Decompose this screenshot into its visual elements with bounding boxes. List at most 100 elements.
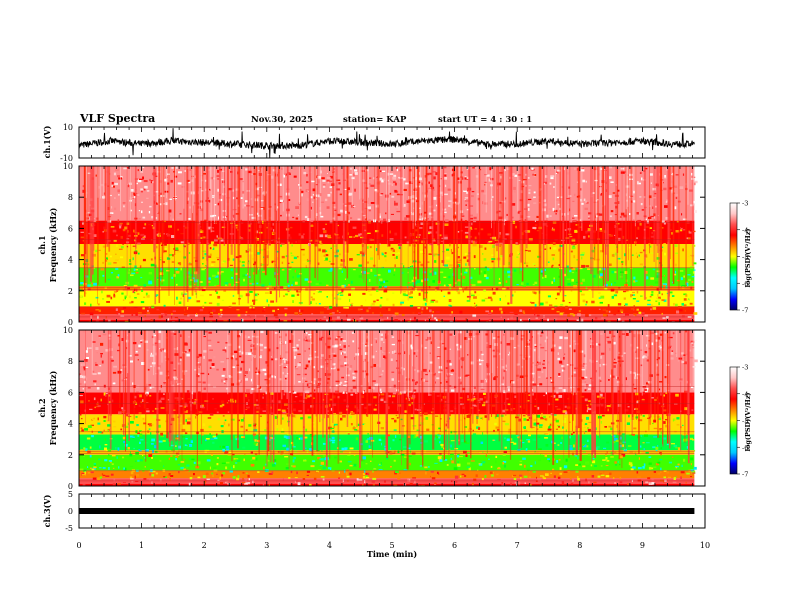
spectrogram-cell — [387, 219, 391, 223]
spectrogram-cell — [186, 410, 188, 413]
spectrogram-cell — [693, 269, 696, 271]
spectrogram-cell — [578, 320, 583, 322]
spectrogram-cell — [139, 459, 143, 462]
spectrogram-cell — [524, 249, 528, 252]
spectrogram-cell — [121, 338, 124, 341]
spectrogram-streak — [442, 166, 445, 266]
spectrogram-cell — [250, 451, 253, 454]
spectrogram-cell — [240, 419, 244, 422]
spectrogram-cell — [462, 406, 465, 410]
spectrogram-cell — [681, 285, 686, 288]
spectrogram-cell — [343, 384, 347, 386]
spectrogram-streak — [314, 166, 316, 279]
spectrogram-cell — [555, 172, 558, 174]
spectrogram-cell — [272, 169, 277, 172]
spectrogram-cell — [432, 240, 436, 242]
spectrogram-cell — [544, 275, 547, 278]
spectrogram-cell — [175, 271, 180, 274]
spectrogram-cell — [364, 210, 366, 214]
spectrogram-cell — [410, 266, 412, 268]
spectrogram-cell — [188, 444, 193, 447]
spectrogram-cell — [264, 309, 266, 311]
spectrogram-cell — [247, 248, 251, 252]
spectrogram-cell — [498, 244, 501, 247]
spectrogram-cell — [568, 232, 570, 235]
spectrogram-cell — [327, 194, 331, 197]
spectrogram-cell — [691, 470, 696, 474]
spectrogram-cell — [291, 346, 296, 348]
spectrogram-cell — [632, 414, 634, 417]
spectrogram-cell — [144, 223, 147, 226]
spectrogram-cell — [189, 206, 191, 209]
spectrogram-cell — [107, 424, 111, 427]
spectrogram-cell — [305, 380, 308, 382]
spectrogram-cell — [522, 457, 526, 460]
spectrogram-cell — [524, 262, 529, 265]
spectrogram-cell — [173, 409, 176, 411]
spectrogram-cell — [230, 418, 235, 421]
spectrogram-cell — [139, 394, 142, 398]
spectrogram-cell — [610, 288, 615, 292]
spectrogram-cell — [187, 299, 191, 301]
spectrogram-cell — [536, 314, 540, 317]
spectrogram-cell — [587, 217, 591, 219]
spectrogram-cell — [256, 294, 259, 296]
spectrogram-cell — [570, 432, 572, 436]
spectrogram-streak — [191, 166, 194, 296]
spectrogram-cell — [391, 195, 395, 198]
spectrogram-cell — [303, 459, 307, 462]
spectrogram-cell — [545, 392, 547, 395]
spectrogram-streak — [274, 166, 277, 278]
spectrogram-cell — [183, 244, 185, 247]
spectrogram-cell — [356, 478, 359, 482]
spectrogram-cell — [550, 175, 555, 177]
spectrogram-cell — [485, 378, 489, 380]
spectrogram-cell — [435, 172, 438, 176]
spectrogram-cell — [421, 182, 423, 186]
spectrogram-cell — [85, 377, 88, 381]
spectrogram-cell — [590, 402, 593, 406]
spectrogram-cell — [584, 388, 587, 392]
spectrogram-cell — [414, 316, 416, 320]
spectrogram-cell — [180, 461, 185, 463]
spectrogram-cell — [465, 263, 467, 266]
spectrogram-cell — [422, 271, 427, 274]
spectrogram-cell — [201, 190, 204, 192]
spectrogram-cell — [416, 355, 418, 357]
spectrogram-cell — [208, 331, 212, 334]
spectrogram-cell — [555, 198, 560, 201]
spectrogram-cell — [557, 476, 561, 479]
spectrogram-cell — [686, 299, 690, 302]
spectrogram-cell — [586, 409, 588, 413]
spectrogram-cell — [683, 356, 685, 360]
spectrogram-cell — [86, 357, 89, 360]
spectrogram-gap — [264, 166, 266, 196]
spectrogram-cell — [582, 369, 586, 371]
spectrogram-cell — [405, 320, 408, 322]
spectrogram-cell — [435, 289, 437, 292]
spectrogram-cell — [548, 459, 551, 462]
spectrogram-cell — [426, 410, 431, 413]
spectrogram-cell — [249, 306, 252, 309]
spectrogram-cell — [202, 263, 204, 265]
spectrogram-cell — [186, 350, 189, 352]
spectrogram-cell — [227, 343, 232, 346]
spectrogram-cell — [187, 336, 191, 338]
spectrogram-cell — [677, 463, 680, 466]
spectrogram-cell — [151, 216, 154, 219]
spectrogram-cell — [650, 308, 652, 311]
spectrogram-cell — [322, 185, 326, 188]
spectrogram-cell — [551, 281, 553, 284]
spectrogram-cell — [274, 287, 276, 290]
spectrogram-cell — [335, 425, 339, 428]
spectrogram-cell — [321, 336, 324, 339]
spectrogram-cell — [342, 340, 347, 343]
spectrogram-cell — [405, 376, 407, 379]
spectrogram-cell — [183, 410, 188, 414]
spectrogram-cell — [253, 394, 256, 396]
spectrogram-cell — [177, 262, 179, 265]
spectrogram-cell — [436, 286, 440, 290]
spectrogram-cell — [270, 300, 274, 303]
spectrogram-cell — [124, 295, 127, 298]
spectrogram-cell — [551, 265, 554, 268]
